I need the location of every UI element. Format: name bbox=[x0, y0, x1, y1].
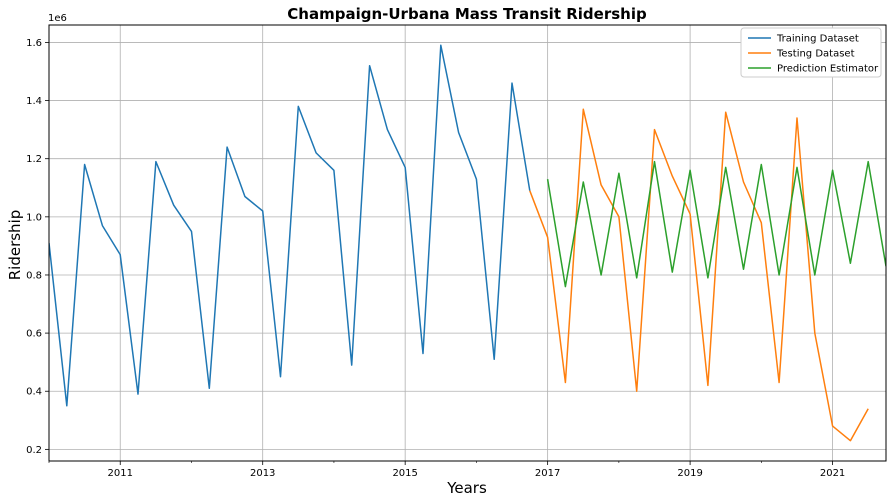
series-line-testing bbox=[529, 108, 869, 442]
series-layer bbox=[49, 44, 886, 442]
y-axis-label: Ridership bbox=[6, 210, 24, 281]
y-tick-label: 1.4 bbox=[26, 96, 42, 107]
legend-label-prediction: Prediction Estimator bbox=[777, 64, 879, 75]
plot-frame bbox=[48, 24, 887, 462]
grid-lines bbox=[49, 25, 886, 461]
x-tick-label: 2017 bbox=[535, 468, 560, 479]
legend-label-training: Training Dataset bbox=[776, 34, 859, 45]
x-tick-label: 2019 bbox=[677, 468, 702, 479]
y-tick-label: 1.2 bbox=[26, 154, 42, 165]
legend-label-testing: Testing Dataset bbox=[776, 49, 855, 60]
y-tick-label: 0.2 bbox=[26, 445, 42, 456]
x-tick-label: 2015 bbox=[392, 468, 417, 479]
x-tick-label: 2013 bbox=[250, 468, 275, 479]
series-line-prediction bbox=[546, 160, 886, 288]
chart-title: Champaign-Urbana Mass Transit Ridership bbox=[287, 5, 647, 23]
x-axis: 2011 2013 2015 2017 2019 2021 bbox=[48, 461, 845, 479]
x-axis-label: Years bbox=[446, 479, 487, 497]
legend: Training Dataset Testing Dataset Predict… bbox=[740, 27, 882, 78]
y-offset-label: 1e6 bbox=[48, 13, 67, 24]
y-tick-label: 1.0 bbox=[26, 212, 42, 223]
x-tick-label: 2011 bbox=[108, 468, 133, 479]
y-tick-label: 0.4 bbox=[26, 387, 42, 398]
y-axis: 0.2 0.4 0.6 0.8 1.0 1.2 1.4 1.6 bbox=[26, 38, 49, 456]
legend-box bbox=[740, 27, 882, 78]
y-tick-label: 0.6 bbox=[26, 329, 42, 340]
y-tick-label: 0.8 bbox=[26, 270, 42, 281]
x-tick-label: 2021 bbox=[820, 468, 845, 479]
series-line-training bbox=[49, 44, 531, 407]
y-tick-label: 1.6 bbox=[26, 38, 42, 49]
